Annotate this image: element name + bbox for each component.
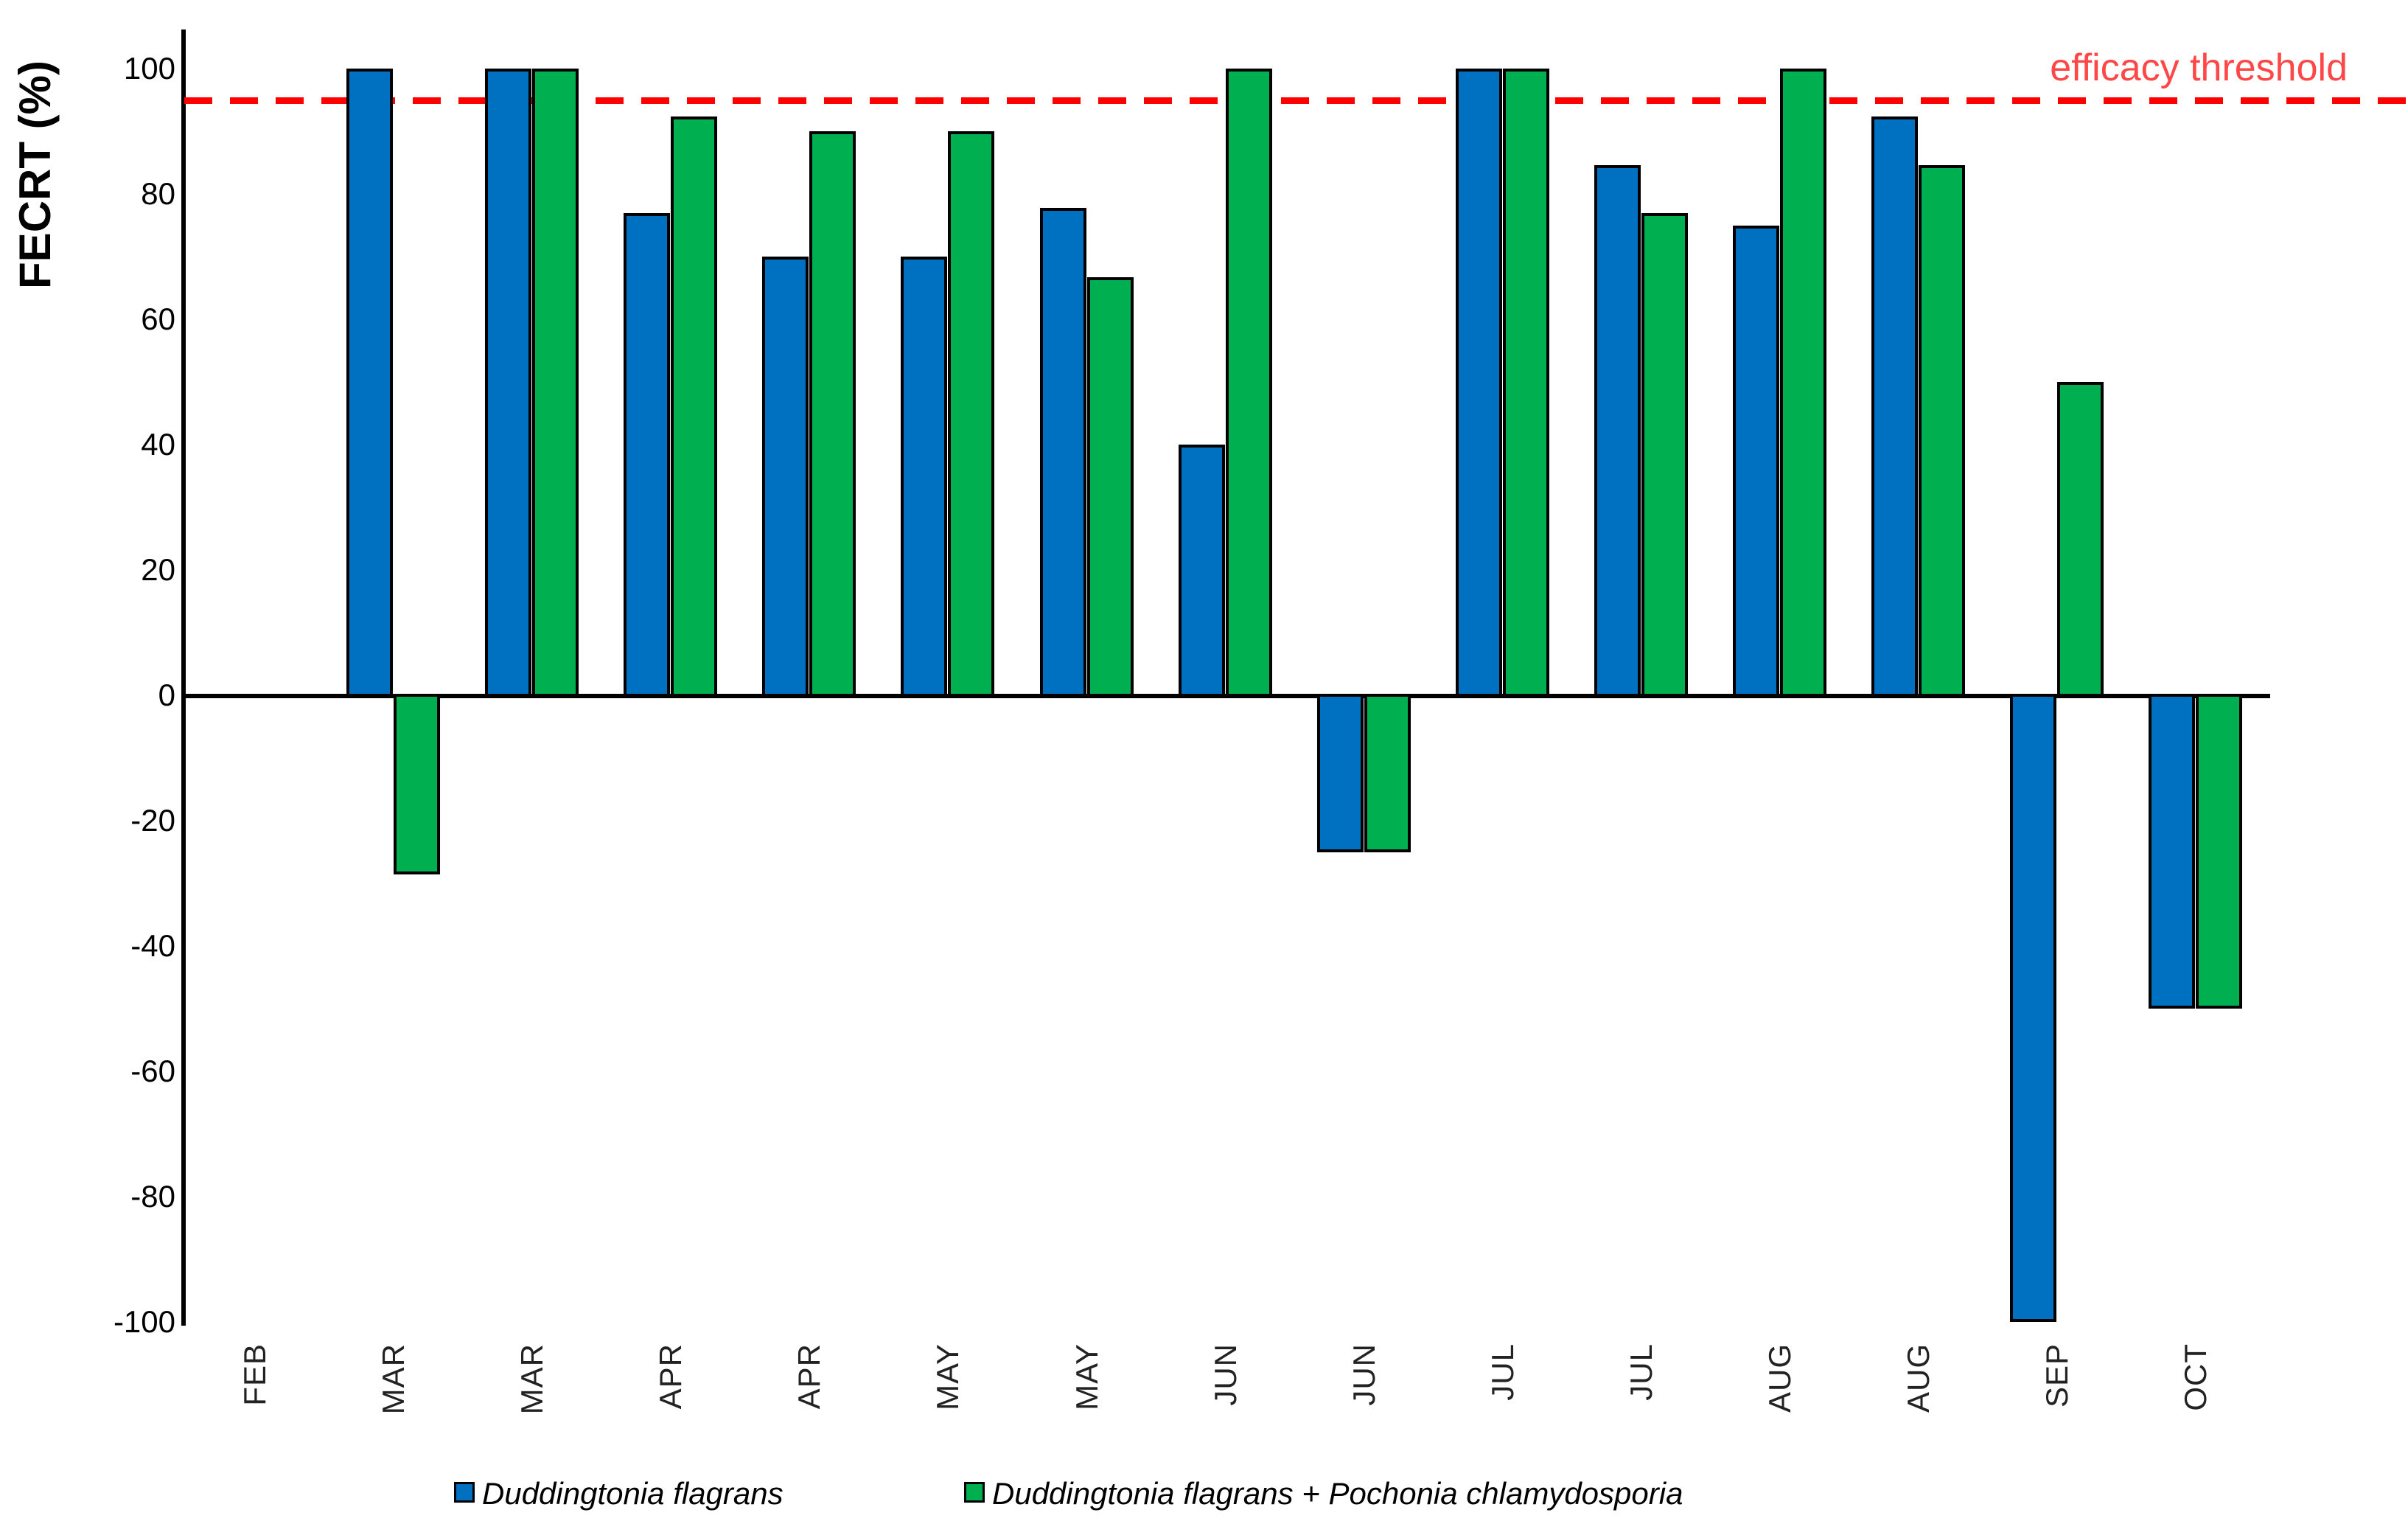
- y-tick-label--40: -40: [130, 928, 175, 963]
- bar-duddingtonia-flagrans-sep-13: [2010, 694, 2056, 1322]
- bar-duddingtonia-flagrans-pochonia-chlamydosporia-may-5: [948, 131, 994, 697]
- bar-duddingtonia-flagrans-aug-12: [1871, 116, 1918, 697]
- bar-duddingtonia-flagrans-pochonia-chlamydosporia-aug-12: [1919, 164, 1965, 697]
- bar-duddingtonia-flagrans-pochonia-chlamydosporia-jun-7: [1226, 69, 1272, 697]
- y-tick-label-60: 60: [141, 302, 175, 336]
- bar-duddingtonia-flagrans-mar-1: [346, 69, 393, 697]
- x-axis-label-may-5: MAY: [930, 1343, 965, 1410]
- bar-duddingtonia-flagrans-jul-9: [1456, 69, 1502, 697]
- bar-duddingtonia-flagrans-jul-10: [1594, 164, 1641, 697]
- x-axis-label-jul-10: JUL: [1624, 1343, 1658, 1401]
- bar-duddingtonia-flagrans-pochonia-chlamydosporia-jul-9: [1503, 69, 1549, 697]
- x-axis-label-jun-8: JUN: [1347, 1343, 1381, 1406]
- x-axis-label-sep-13: SEP: [2039, 1343, 2074, 1408]
- y-tick-label-100: 100: [123, 51, 175, 86]
- bar-duddingtonia-flagrans-pochonia-chlamydosporia-aug-11: [1780, 69, 1826, 697]
- y-tick-label-0: 0: [158, 678, 175, 712]
- x-axis-label-feb-0: FEB: [237, 1343, 272, 1406]
- bar-duddingtonia-flagrans-jun-8: [1317, 694, 1364, 852]
- x-axis-label-apr-3: APR: [653, 1343, 688, 1410]
- bar-duddingtonia-flagrans-pochonia-chlamydosporia-apr-3: [671, 116, 717, 697]
- y-axis-title: FECRT (%): [10, 60, 60, 289]
- bar-duddingtonia-flagrans-pochonia-chlamydosporia-sep-13: [2057, 382, 2104, 697]
- bar-duddingtonia-flagrans-apr-3: [624, 213, 670, 697]
- legend-swatch-duddingtonia-flagrans-pochonia-chlamydosporia: [964, 1482, 985, 1503]
- x-axis-label-jul-9: JUL: [1485, 1343, 1520, 1401]
- y-tick-label--60: -60: [130, 1054, 175, 1088]
- bar-duddingtonia-flagrans-oct-14: [2149, 694, 2195, 1009]
- y-axis-line: [181, 29, 186, 1326]
- legend-label-duddingtonia-flagrans: Duddingtonia flagrans: [482, 1476, 784, 1511]
- bar-duddingtonia-flagrans-pochonia-chlamydosporia-may-6: [1087, 277, 1134, 697]
- y-tick-label--100: -100: [113, 1304, 175, 1339]
- efficacy-threshold-label: efficacy threshold: [2050, 46, 2348, 89]
- x-axis-label-mar-2: MAR: [514, 1343, 549, 1415]
- x-axis-label-oct-14: OCT: [2178, 1343, 2213, 1411]
- bar-duddingtonia-flagrans-pochonia-chlamydosporia-jun-8: [1364, 694, 1411, 852]
- y-tick-label-80: 80: [141, 176, 175, 211]
- bar-duddingtonia-flagrans-pochonia-chlamydosporia-oct-14: [2196, 694, 2242, 1009]
- y-tick-label-20: 20: [141, 552, 175, 587]
- x-axis-label-apr-4: APR: [792, 1343, 826, 1410]
- bar-duddingtonia-flagrans-pochonia-chlamydosporia-mar-2: [532, 69, 579, 697]
- bar-duddingtonia-flagrans-apr-4: [762, 257, 809, 697]
- x-axis-label-aug-11: AUG: [1762, 1343, 1797, 1413]
- y-tick-label-40: 40: [141, 427, 175, 462]
- bar-duddingtonia-flagrans-pochonia-chlamydosporia-jul-10: [1641, 213, 1688, 697]
- bar-duddingtonia-flagrans-aug-11: [1733, 225, 1779, 697]
- y-tick-label--80: -80: [130, 1179, 175, 1214]
- legend-swatch-duddingtonia-flagrans: [454, 1482, 475, 1503]
- efficacy-threshold-line: [184, 97, 2408, 104]
- bar-duddingtonia-flagrans-pochonia-chlamydosporia-apr-4: [809, 131, 856, 697]
- x-axis-label-may-6: MAY: [1069, 1343, 1104, 1410]
- legend-label-duddingtonia-flagrans-pochonia-chlamydosporia: Duddingtonia flagrans + Pochonia chlamyd…: [992, 1476, 1683, 1511]
- bar-duddingtonia-flagrans-may-6: [1040, 207, 1086, 697]
- x-axis-label-aug-12: AUG: [1901, 1343, 1936, 1413]
- bar-duddingtonia-flagrans-may-5: [901, 257, 947, 697]
- x-axis-label-mar-1: MAR: [376, 1343, 411, 1415]
- bar-duddingtonia-flagrans-pochonia-chlamydosporia-mar-1: [394, 694, 440, 875]
- y-tick-label--20: -20: [130, 803, 175, 838]
- x-axis-label-jun-7: JUN: [1208, 1343, 1243, 1406]
- bar-duddingtonia-flagrans-jun-7: [1179, 445, 1225, 697]
- bar-duddingtonia-flagrans-mar-2: [485, 69, 531, 697]
